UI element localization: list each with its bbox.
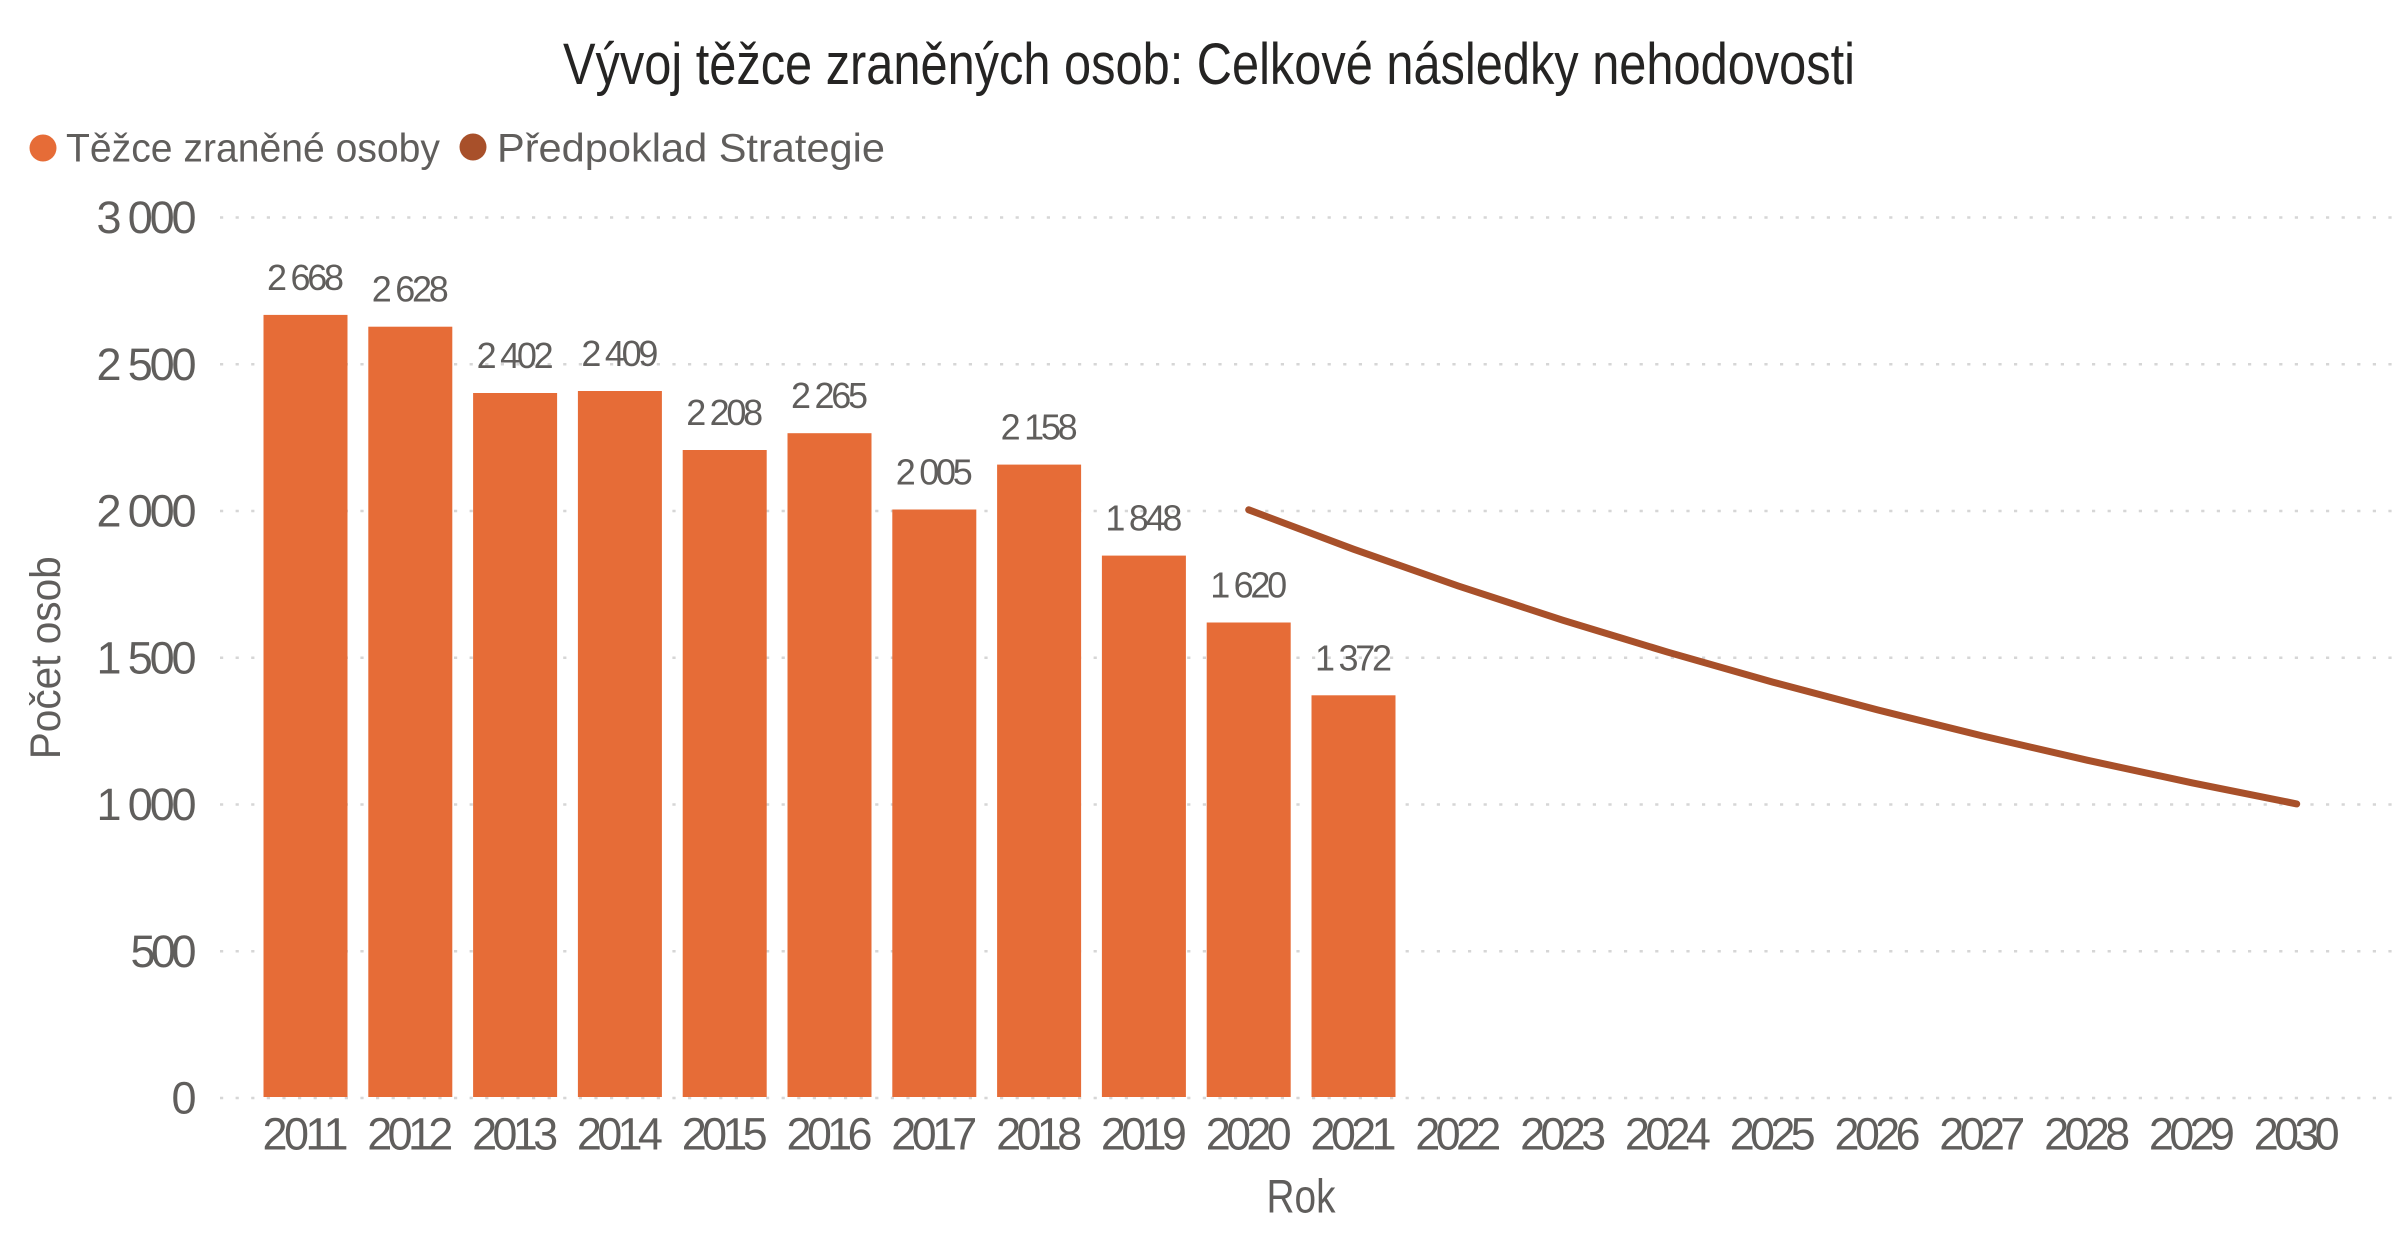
- svg-text:Předpoklad Strategie: Předpoklad Strategie: [497, 127, 885, 171]
- svg-text:2 402: 2 402: [477, 335, 554, 376]
- svg-text:2015: 2015: [682, 1109, 768, 1160]
- svg-text:2 000: 2 000: [97, 486, 197, 537]
- svg-text:2020: 2020: [1206, 1109, 1292, 1160]
- svg-text:2012: 2012: [367, 1109, 453, 1160]
- svg-text:2026: 2026: [1835, 1109, 1921, 1160]
- svg-text:2 500: 2 500: [97, 339, 197, 390]
- svg-text:2 208: 2 208: [686, 392, 763, 433]
- svg-text:1 620: 1 620: [1210, 565, 1287, 606]
- svg-text:1 000: 1 000: [97, 779, 197, 830]
- svg-text:2 668: 2 668: [267, 257, 344, 298]
- svg-text:1 848: 1 848: [1105, 498, 1182, 539]
- svg-text:2 409: 2 409: [581, 333, 658, 374]
- svg-text:2027: 2027: [1939, 1109, 2025, 1160]
- svg-text:2 158: 2 158: [1001, 407, 1078, 448]
- svg-text:2 005: 2 005: [896, 452, 973, 493]
- svg-text:3 000: 3 000: [97, 192, 197, 243]
- svg-text:0: 0: [171, 1073, 196, 1124]
- svg-text:2030: 2030: [2254, 1109, 2340, 1160]
- svg-text:2017: 2017: [891, 1109, 977, 1160]
- svg-text:2023: 2023: [1520, 1109, 1606, 1160]
- svg-text:Těžce zraněné osoby: Těžce zraněné osoby: [66, 127, 440, 171]
- svg-text:2028: 2028: [2044, 1109, 2130, 1160]
- svg-text:1 500: 1 500: [97, 632, 197, 683]
- svg-text:1 372: 1 372: [1315, 637, 1392, 678]
- svg-text:2021: 2021: [1311, 1109, 1397, 1160]
- svg-text:2022: 2022: [1415, 1109, 1501, 1160]
- svg-text:2011: 2011: [263, 1109, 349, 1160]
- svg-text:2029: 2029: [2149, 1109, 2235, 1160]
- svg-text:2016: 2016: [787, 1109, 873, 1160]
- svg-text:2024: 2024: [1625, 1109, 1711, 1160]
- svg-text:2019: 2019: [1101, 1109, 1187, 1160]
- svg-text:Počet osob: Počet osob: [22, 556, 70, 759]
- svg-text:2013: 2013: [472, 1109, 558, 1160]
- svg-text:Rok: Rok: [1267, 1170, 1336, 1223]
- svg-text:2025: 2025: [1730, 1109, 1816, 1160]
- svg-text:2014: 2014: [577, 1109, 663, 1160]
- svg-text:2 265: 2 265: [791, 375, 868, 416]
- svg-text:Vývoj těžce zraněných osob: Ce: Vývoj těžce zraněných osob: Celkové násl…: [563, 32, 1855, 97]
- svg-text:2018: 2018: [996, 1109, 1082, 1160]
- svg-text:500: 500: [131, 926, 197, 977]
- svg-text:2 628: 2 628: [372, 269, 449, 310]
